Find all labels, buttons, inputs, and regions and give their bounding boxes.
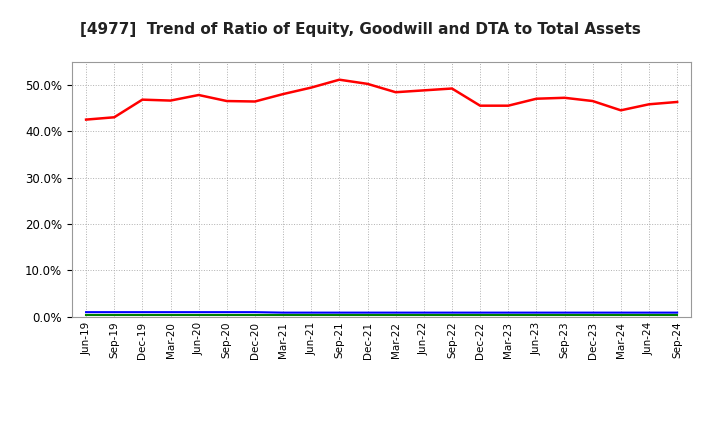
Equity <box>335 77 343 82</box>
Deferred Tax Assets <box>504 313 513 318</box>
Equity <box>532 96 541 101</box>
Equity <box>644 102 653 107</box>
Equity <box>588 99 597 104</box>
Equity <box>392 90 400 95</box>
Deferred Tax Assets <box>335 313 343 318</box>
Line: Equity: Equity <box>86 80 677 120</box>
Equity <box>251 99 259 104</box>
Goodwill <box>504 310 513 315</box>
Goodwill <box>166 309 175 315</box>
Deferred Tax Assets <box>138 313 147 318</box>
Equity <box>420 88 428 93</box>
Deferred Tax Assets <box>588 313 597 318</box>
Goodwill <box>448 310 456 315</box>
Equity <box>138 97 147 102</box>
Deferred Tax Assets <box>82 313 91 318</box>
Equity <box>279 92 287 97</box>
Deferred Tax Assets <box>448 313 456 318</box>
Goodwill <box>616 310 625 315</box>
Deferred Tax Assets <box>644 313 653 318</box>
Goodwill <box>476 310 485 315</box>
Goodwill <box>138 309 147 315</box>
Equity <box>194 92 203 98</box>
Goodwill <box>194 309 203 315</box>
Deferred Tax Assets <box>672 313 681 318</box>
Goodwill <box>392 310 400 315</box>
Equity <box>476 103 485 108</box>
Line: Goodwill: Goodwill <box>86 312 677 313</box>
Deferred Tax Assets <box>279 313 287 318</box>
Goodwill <box>110 309 119 315</box>
Deferred Tax Assets <box>420 313 428 318</box>
Goodwill <box>279 310 287 315</box>
Goodwill <box>222 309 231 315</box>
Goodwill <box>420 310 428 315</box>
Equity <box>560 95 569 100</box>
Goodwill <box>363 310 372 315</box>
Equity <box>82 117 91 122</box>
Equity <box>672 99 681 105</box>
Deferred Tax Assets <box>363 313 372 318</box>
Equity <box>110 115 119 120</box>
Text: [4977]  Trend of Ratio of Equity, Goodwill and DTA to Total Assets: [4977] Trend of Ratio of Equity, Goodwil… <box>80 22 640 37</box>
Equity <box>222 99 231 104</box>
Deferred Tax Assets <box>616 313 625 318</box>
Equity <box>616 108 625 113</box>
Deferred Tax Assets <box>194 313 203 318</box>
Deferred Tax Assets <box>560 313 569 318</box>
Goodwill <box>672 310 681 315</box>
Deferred Tax Assets <box>166 313 175 318</box>
Goodwill <box>335 310 343 315</box>
Goodwill <box>251 309 259 315</box>
Goodwill <box>644 310 653 315</box>
Goodwill <box>588 310 597 315</box>
Deferred Tax Assets <box>392 313 400 318</box>
Goodwill <box>307 310 315 315</box>
Goodwill <box>532 310 541 315</box>
Equity <box>166 98 175 103</box>
Equity <box>504 103 513 108</box>
Goodwill <box>560 310 569 315</box>
Deferred Tax Assets <box>222 313 231 318</box>
Deferred Tax Assets <box>476 313 485 318</box>
Goodwill <box>82 309 91 315</box>
Deferred Tax Assets <box>307 313 315 318</box>
Deferred Tax Assets <box>532 313 541 318</box>
Equity <box>307 85 315 90</box>
Deferred Tax Assets <box>251 313 259 318</box>
Equity <box>448 86 456 91</box>
Deferred Tax Assets <box>110 313 119 318</box>
Equity <box>363 81 372 87</box>
